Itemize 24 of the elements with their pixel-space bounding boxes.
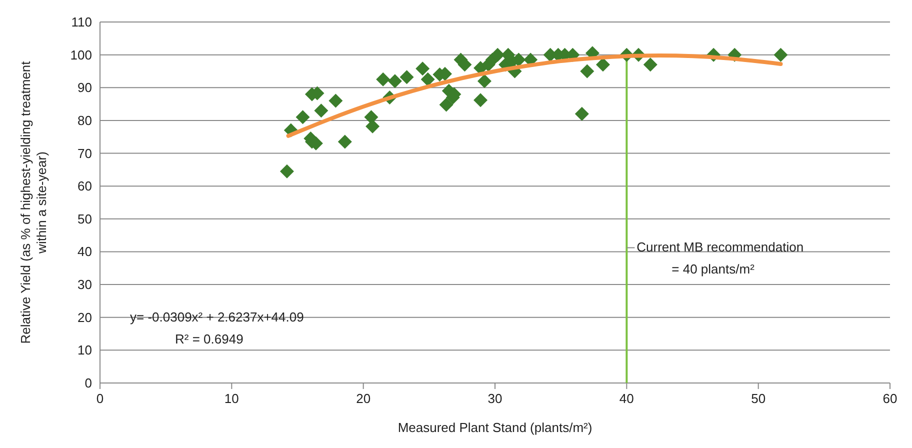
x-axis-title: Measured Plant Stand (plants/m²) — [398, 420, 592, 435]
x-tick-label: 0 — [96, 391, 104, 406]
x-tick-label: 20 — [356, 391, 371, 406]
y-tick-label: 100 — [70, 47, 92, 62]
y-tick-label: 30 — [78, 277, 92, 292]
x-tick-label: 30 — [488, 391, 502, 406]
x-tick-label: 50 — [751, 391, 766, 406]
y-tick-label: 0 — [84, 376, 92, 390]
annotation: y= -0.0309x² + 2.6237x+44.09 — [130, 309, 304, 324]
x-tick-label: 10 — [224, 391, 239, 406]
annotation: R² = 0.6949 — [175, 331, 244, 346]
x-tick-label: 60 — [882, 391, 898, 406]
x-tick-label: 40 — [619, 391, 634, 406]
y-tick-label: 50 — [78, 211, 92, 226]
y-tick-label: 40 — [78, 244, 92, 260]
y-tick-label: 110 — [71, 14, 92, 30]
ref-line-label: Current MB recommendation = 40 plants/m² — [636, 240, 804, 277]
y-tick-label: 60 — [78, 178, 92, 194]
y-tick-label: 10 — [78, 342, 92, 358]
y-tick-label: 90 — [78, 80, 92, 96]
y-tick-label: 80 — [78, 112, 92, 128]
y-axis-title: Relative Yield (as % of highest-yielding treatment within a site-year) — [18, 60, 49, 344]
y-tick-label: 70 — [78, 146, 92, 161]
y-tick-label: 20 — [78, 310, 92, 325]
